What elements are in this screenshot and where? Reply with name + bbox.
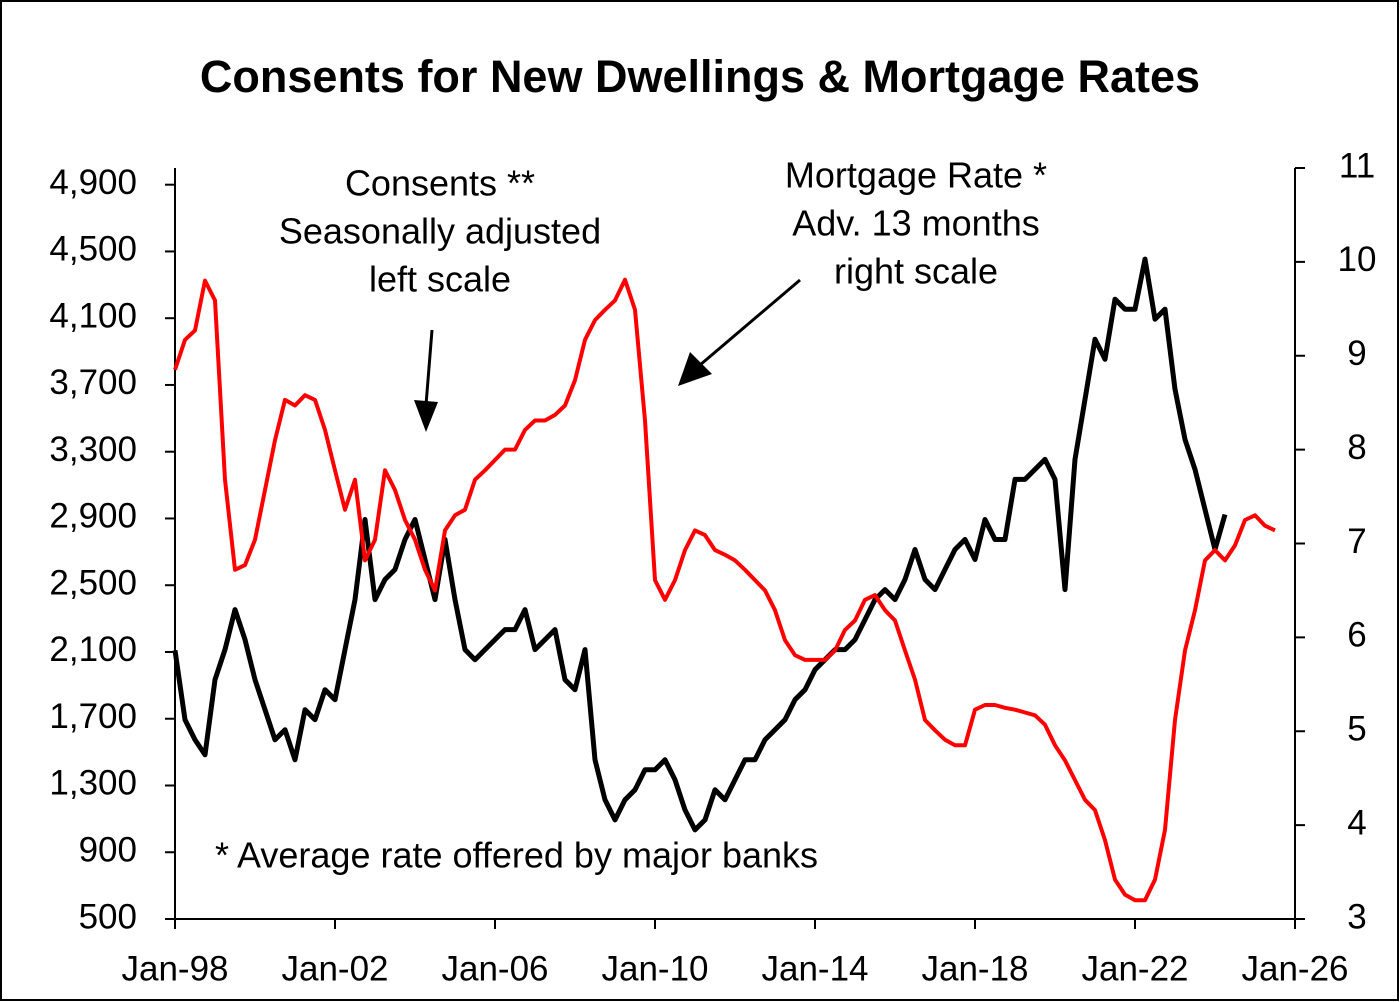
footnote: * Average rate offered by major banks (215, 835, 818, 876)
x-tick-label: Jan-14 (761, 949, 868, 988)
y2-tick-label: 11 (1339, 146, 1375, 185)
y-tick-label: 2,900 (49, 497, 137, 536)
annotation: Seasonally adjusted (279, 211, 601, 252)
x-tick-label: Jan-26 (1241, 949, 1348, 988)
arrow (699, 278, 801, 367)
arrow-head (414, 400, 438, 432)
y-tick-label: 2,500 (49, 563, 137, 602)
y-tick-label: 4,900 (49, 163, 137, 202)
y-tick-label: 4,100 (49, 296, 137, 335)
y2-tick-label: 5 (1347, 710, 1366, 749)
x-tick-label: Jan-18 (921, 949, 1028, 988)
x-tick-label: Jan-98 (121, 949, 228, 988)
y2-tick-label: 10 (1338, 240, 1377, 279)
y-tick-label: 2,100 (49, 630, 137, 669)
series-line (172, 256, 1228, 833)
chart-title: Consents for New Dwellings & Mortgage Ra… (200, 51, 1200, 102)
annotation: left scale (369, 259, 511, 300)
x-tick-label: Jan-10 (601, 949, 708, 988)
y2-tick-label: 6 (1347, 616, 1366, 655)
plot-area: 500 900 1,300 1,700 2,100 2,500 2,900 3,300 3,70… (49, 146, 1376, 988)
y2-tick-label: 3 (1347, 897, 1366, 936)
annotation: right scale (834, 251, 998, 292)
y-tick-label: 500 (79, 897, 137, 936)
annotation: Adv. 13 months (792, 203, 1039, 244)
arrow (424, 329, 434, 406)
annotation: Consents ** (345, 163, 535, 204)
arrow-head (678, 352, 712, 386)
y2-tick-label: 9 (1347, 334, 1366, 373)
y-tick-label: 3,300 (49, 430, 137, 469)
y-tick-label: 4,500 (49, 230, 137, 269)
x-tick-label: Jan-06 (441, 949, 548, 988)
y-tick-label: 900 (79, 830, 137, 869)
y-tick-label: 1,300 (49, 764, 137, 803)
annotation: Mortgage Rate * (785, 155, 1047, 196)
y2-tick-label: 7 (1347, 522, 1366, 561)
y2-tick-label: 8 (1347, 428, 1366, 467)
y-tick-label: 3,700 (49, 363, 137, 402)
arrows (414, 278, 801, 432)
x-tick-label: Jan-22 (1081, 949, 1188, 988)
x-tick-label: Jan-02 (281, 949, 388, 988)
series-line (173, 277, 1276, 903)
y2-tick-label: 4 (1347, 803, 1366, 842)
y-tick-label: 1,700 (49, 697, 137, 736)
